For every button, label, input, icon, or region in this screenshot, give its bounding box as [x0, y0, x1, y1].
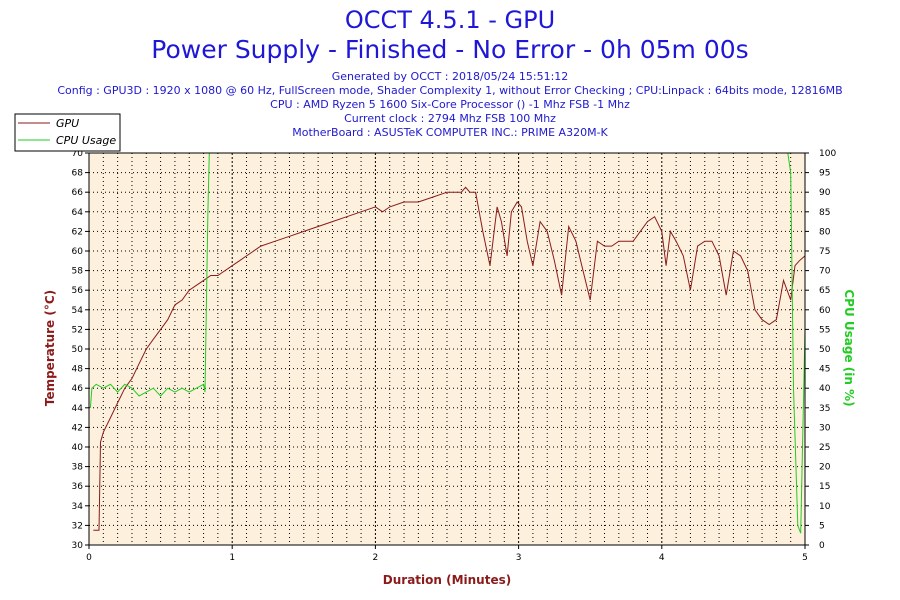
y-left-tick-label: 42: [72, 423, 83, 433]
y-left-tick-label: 54: [72, 306, 84, 316]
y-axis-right: 0 5 10 15 20 25 30 35 40 45 50 55 60 65 70 75 80 85 90 95 10…: [805, 149, 836, 551]
y-right-tick-label: 95: [819, 169, 830, 179]
y-right-tick-label: 100: [819, 149, 836, 159]
x-axis: 0 1 2 3 4 5: [86, 545, 808, 563]
x-axis-title: Duration (Minutes): [383, 573, 511, 587]
y-left-tick-label: 30: [72, 541, 84, 551]
y-left-tick-label: 58: [72, 267, 84, 277]
y-left-tick-label: 50: [72, 345, 84, 355]
y-axis-left: 30 32 34 36 38 40 42 44 46 48 50 52 54 56 58 60 62 64 66 68…: [72, 149, 89, 551]
y-right-tick-label: 70: [819, 267, 831, 277]
y-left-tick-label: 44: [72, 404, 84, 414]
y-left-tick-label: 46: [72, 384, 84, 394]
chart-subtitle: Power Supply - Finished - No Error - 0h …: [151, 35, 749, 64]
y-axis-right-title: CPU Usage (in %): [842, 289, 856, 406]
info-cpu: CPU : AMD Ryzen 5 1600 Six-Core Processo…: [270, 98, 630, 111]
y-right-tick-label: 40: [819, 384, 831, 394]
y-left-tick-label: 34: [72, 502, 84, 512]
x-tick-label: 0: [86, 553, 92, 563]
y-left-tick-label: 64: [72, 208, 84, 218]
y-right-tick-label: 60: [819, 306, 831, 316]
legend-cpu-label: CPU Usage: [56, 134, 116, 147]
info-motherboard: MotherBoard : ASUSTeK COMPUTER INC.: PRI…: [292, 126, 608, 139]
y-right-tick-label: 75: [819, 247, 830, 257]
y-right-tick-label: 65: [819, 286, 830, 296]
y-right-tick-label: 10: [819, 502, 831, 512]
y-right-tick-label: 85: [819, 208, 830, 218]
y-right-tick-label: 20: [819, 463, 831, 473]
x-tick-label: 3: [516, 553, 522, 563]
y-left-tick-label: 38: [72, 463, 84, 473]
y-right-tick-label: 30: [819, 423, 831, 433]
info-clock: Current clock : 2794 Mhz FSB 100 Mhz: [344, 112, 556, 125]
x-tick-label: 2: [373, 553, 379, 563]
chart-title: OCCT 4.5.1 - GPU: [344, 6, 556, 34]
y-right-tick-label: 0: [819, 541, 825, 551]
y-left-tick-label: 68: [72, 169, 84, 179]
y-right-tick-label: 25: [819, 443, 830, 453]
y-left-tick-label: 40: [72, 443, 84, 453]
y-axis-left-title: Temperature (°C): [43, 290, 57, 406]
y-left-tick-label: 32: [72, 521, 83, 531]
x-tick-label: 5: [802, 553, 808, 563]
y-left-tick-label: 60: [72, 247, 84, 257]
y-left-tick-label: 66: [72, 188, 84, 198]
info-generated: Generated by OCCT : 2018/05/24 15:51:12: [331, 70, 569, 83]
y-left-tick-label: 48: [72, 365, 84, 375]
plot-frame: [88, 152, 806, 546]
y-left-tick-label: 36: [72, 482, 84, 492]
x-tick-label: 1: [229, 553, 235, 563]
y-left-tick-label: 56: [72, 286, 84, 296]
y-right-tick-label: 50: [819, 345, 831, 355]
y-left-tick-label: 62: [72, 227, 83, 237]
legend: GPU CPU Usage: [14, 113, 121, 152]
x-tick-label: 4: [659, 553, 665, 563]
legend-gpu-label: GPU: [56, 117, 79, 130]
y-right-tick-label: 90: [819, 188, 831, 198]
y-left-tick-label: 70: [72, 149, 84, 159]
y-right-tick-label: 15: [819, 482, 830, 492]
info-config: Config : GPU3D : 1920 x 1080 @ 60 Hz, Fu…: [57, 84, 843, 97]
y-left-tick-label: 52: [72, 325, 83, 335]
y-right-tick-label: 55: [819, 325, 830, 335]
y-right-tick-label: 35: [819, 404, 830, 414]
y-right-tick-label: 45: [819, 365, 830, 375]
y-right-tick-label: 5: [819, 521, 825, 531]
legend-box: [14, 113, 121, 152]
y-right-tick-label: 80: [819, 227, 831, 237]
series-gpu-line: [93, 186, 806, 531]
